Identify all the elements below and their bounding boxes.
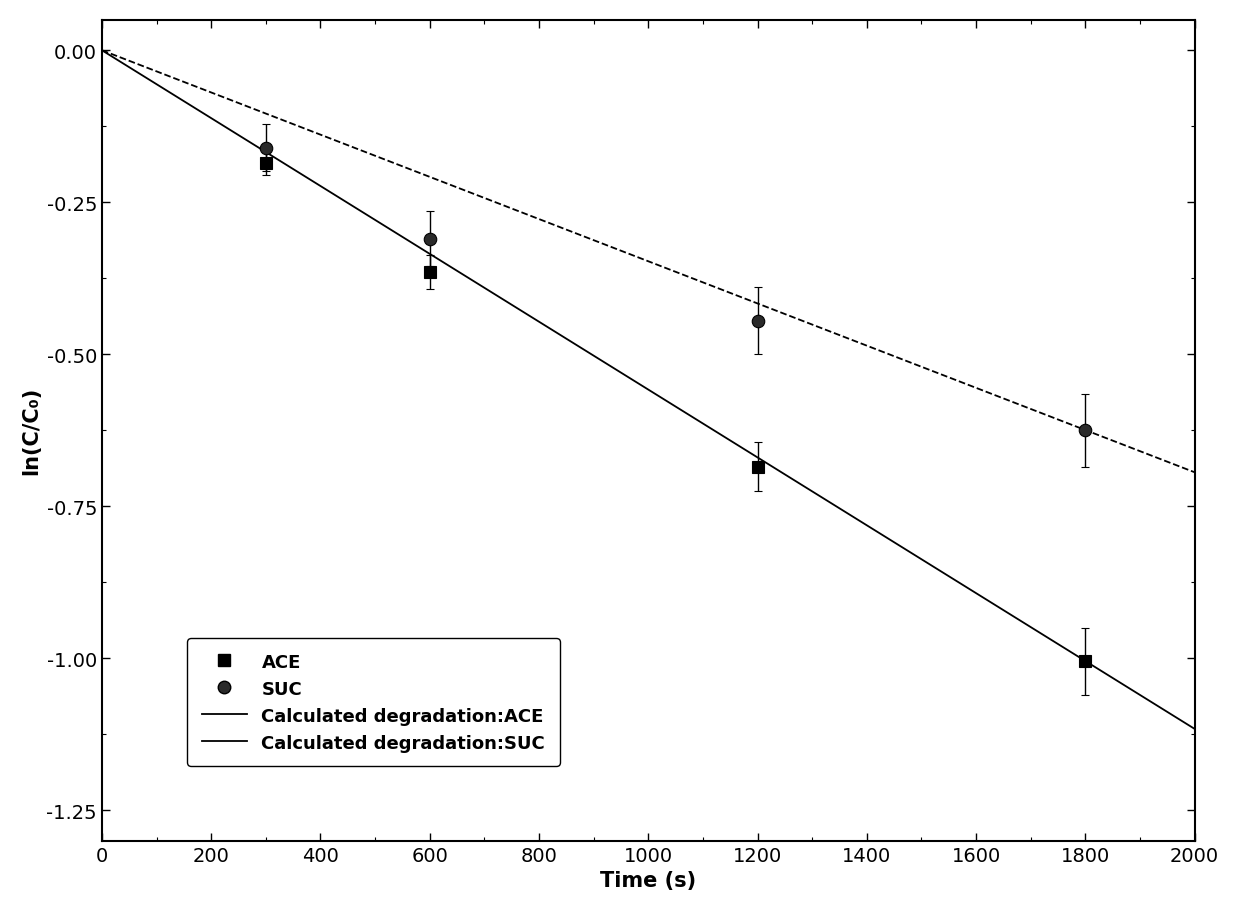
- Y-axis label: ln(C/C₀): ln(C/C₀): [21, 387, 41, 475]
- Legend: ACE, SUC, Calculated degradation:ACE, Calculated degradation:SUC: ACE, SUC, Calculated degradation:ACE, Ca…: [187, 639, 559, 766]
- X-axis label: Time (s): Time (s): [600, 870, 697, 890]
